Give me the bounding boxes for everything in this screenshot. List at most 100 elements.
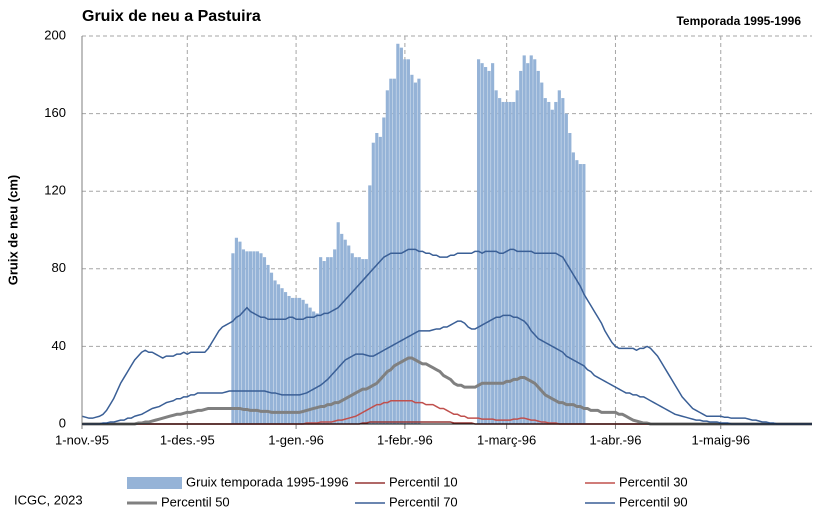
bar xyxy=(248,251,253,424)
bar xyxy=(280,288,284,424)
bar xyxy=(389,78,393,425)
bar xyxy=(561,98,565,424)
bar xyxy=(262,257,267,424)
chart-title: Gruix de neu a Pastuira xyxy=(82,8,261,25)
bar xyxy=(487,70,491,425)
y-tick-label: 40 xyxy=(52,338,66,353)
x-tick-label: 1-abr.-96 xyxy=(589,432,641,447)
bar xyxy=(505,101,509,425)
bar xyxy=(298,297,302,424)
bar xyxy=(522,55,526,425)
bar xyxy=(357,257,361,424)
bar xyxy=(283,292,288,424)
y-axis-label: Gruix de neu (cm) xyxy=(5,175,20,286)
bar xyxy=(498,98,502,424)
bar xyxy=(399,47,403,424)
bar xyxy=(354,257,358,424)
bar xyxy=(382,117,386,424)
legend-label: Percentil 50 xyxy=(161,494,230,509)
bar xyxy=(396,43,400,424)
bar xyxy=(269,272,274,424)
bar xyxy=(515,90,519,424)
bar xyxy=(529,55,533,425)
chart-subtitle: Temporada 1995-1996 xyxy=(676,14,801,28)
bar xyxy=(255,251,260,424)
y-tick-label: 0 xyxy=(59,415,66,430)
bar xyxy=(290,297,295,424)
legend-label: Percentil 90 xyxy=(619,494,688,509)
bar xyxy=(484,67,488,424)
bar xyxy=(245,251,249,424)
bar xyxy=(547,101,551,425)
y-tick-label: 160 xyxy=(44,105,66,120)
bar xyxy=(266,264,270,424)
x-tick-label: 1-nov.-95 xyxy=(55,432,109,447)
y-tick-label: 200 xyxy=(44,27,66,42)
bar xyxy=(340,233,344,424)
bar xyxy=(550,109,554,424)
bar xyxy=(347,245,351,424)
x-tick-label: 1-gen.-96 xyxy=(268,432,324,447)
bar xyxy=(413,82,417,424)
bar xyxy=(301,299,305,424)
bar xyxy=(329,257,333,424)
bar xyxy=(578,164,582,425)
bar xyxy=(378,136,382,424)
bar xyxy=(512,101,516,425)
bar xyxy=(526,63,530,424)
bar xyxy=(273,280,277,424)
legend-label: Percentil 10 xyxy=(389,474,458,489)
bar xyxy=(276,284,281,424)
bar xyxy=(575,160,579,424)
bar xyxy=(308,307,312,424)
bar xyxy=(494,90,498,424)
bar xyxy=(238,241,242,424)
bar xyxy=(312,311,316,424)
bar xyxy=(480,63,484,424)
bar xyxy=(305,303,309,424)
x-tick-label: 1-febr.-96 xyxy=(377,432,433,447)
line xyxy=(82,314,812,425)
bar xyxy=(234,237,239,424)
bar xyxy=(252,251,256,424)
bar xyxy=(508,101,512,425)
y-tick-label: 120 xyxy=(44,183,66,198)
bar xyxy=(568,133,572,424)
x-tick-label: 1-des.-95 xyxy=(160,432,215,447)
bar xyxy=(336,222,340,424)
bar xyxy=(259,253,263,424)
bar xyxy=(533,59,537,424)
bar xyxy=(294,297,298,424)
legend-label: Percentil 30 xyxy=(619,474,688,489)
line xyxy=(81,248,812,425)
legend-swatch xyxy=(127,477,182,489)
bar xyxy=(477,59,481,424)
bar xyxy=(371,142,375,424)
bar xyxy=(403,59,407,424)
bar xyxy=(385,90,389,424)
bar xyxy=(326,257,330,424)
bar xyxy=(322,261,326,424)
bar xyxy=(554,101,558,425)
bar xyxy=(350,253,354,424)
bar xyxy=(319,257,323,424)
bar xyxy=(287,295,291,424)
bar xyxy=(375,133,379,424)
bar xyxy=(564,113,568,424)
bar xyxy=(364,259,368,424)
bar xyxy=(333,249,337,424)
bar xyxy=(571,152,575,424)
bar xyxy=(361,259,365,424)
bar xyxy=(315,313,319,424)
x-tick-label: 1-març-96 xyxy=(477,432,536,447)
y-tick-label: 80 xyxy=(52,260,66,275)
bar xyxy=(491,63,495,424)
footer: ICGC, 2023 xyxy=(14,492,83,507)
bar xyxy=(501,101,505,425)
bar xyxy=(231,253,235,424)
x-tick-label: 1-maig-96 xyxy=(691,432,750,447)
bar xyxy=(557,90,561,424)
bar xyxy=(241,249,246,424)
bar xyxy=(536,70,540,425)
